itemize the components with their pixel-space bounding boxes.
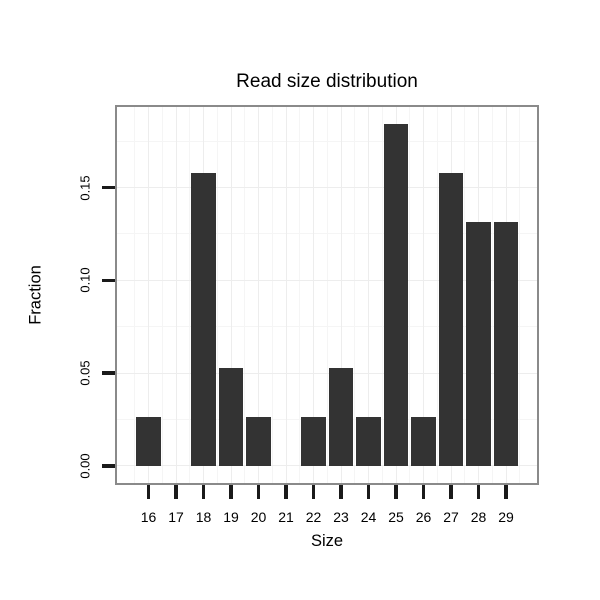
- x-tick-label: 25: [388, 509, 404, 525]
- grid-h-major: [117, 465, 537, 467]
- x-tick-label: 21: [278, 509, 294, 525]
- x-tick: [421, 485, 426, 499]
- chart-title: Read size distribution: [236, 71, 418, 92]
- x-tick: [174, 485, 178, 499]
- grid-h-minor: [117, 140, 537, 142]
- grid-v-minor: [134, 107, 136, 483]
- bars-layer: [117, 107, 537, 483]
- x-tick: [256, 485, 261, 499]
- x-tick: [476, 485, 481, 499]
- y-tick-label: 0.00: [77, 453, 93, 479]
- y-tick-label: 0.10: [77, 267, 93, 293]
- grid-v-minor: [216, 107, 218, 483]
- x-tick-label: 18: [195, 509, 212, 525]
- y-tick-label: 0.15: [77, 174, 93, 201]
- bar: [438, 172, 464, 466]
- grid-v-major: [340, 107, 342, 483]
- x-tick-label: 16: [140, 509, 157, 525]
- grid-v-minor: [381, 107, 383, 483]
- x-tick: [339, 485, 343, 499]
- y-tick: [102, 371, 115, 375]
- bar: [328, 368, 354, 466]
- plot-panel: [115, 105, 539, 485]
- x-tick-label: 23: [333, 509, 349, 525]
- x-tick: [311, 485, 316, 499]
- x-tick: [146, 485, 151, 499]
- grid-v-minor: [409, 107, 411, 483]
- y-tick: [102, 278, 115, 283]
- bar: [466, 221, 491, 466]
- grid-v-major: [423, 107, 424, 483]
- y-tick: [102, 185, 115, 190]
- grid-v-major: [175, 107, 177, 483]
- grid-h-minor: [117, 419, 537, 421]
- grid-v-major: [230, 107, 232, 483]
- bar: [136, 417, 161, 466]
- x-tick: [394, 485, 398, 499]
- x-tick: [229, 485, 233, 499]
- x-tick-label: 19: [223, 509, 239, 525]
- x-tick-label: 17: [168, 509, 184, 525]
- x-tick: [366, 485, 371, 499]
- y-axis-title: Fraction: [26, 265, 45, 325]
- x-tick: [284, 485, 288, 499]
- bar: [411, 417, 436, 466]
- x-tick-label: 28: [470, 509, 487, 525]
- grid-v-major: [368, 107, 369, 483]
- x-tick-label: 24: [360, 509, 377, 525]
- grid-v-minor: [271, 107, 273, 483]
- bar: [246, 417, 271, 466]
- bar: [301, 417, 326, 466]
- grid-v-major: [258, 107, 259, 483]
- bar: [383, 124, 409, 466]
- grid-v-major: [285, 107, 287, 483]
- x-tick-label: 26: [415, 509, 432, 525]
- grid-h-major: [117, 187, 537, 189]
- bar: [493, 221, 519, 466]
- grid-v-minor: [244, 107, 246, 483]
- grid-v-major: [313, 107, 314, 483]
- grid-v-minor: [354, 107, 356, 483]
- grid-h-major: [117, 279, 537, 281]
- x-tick: [201, 485, 206, 499]
- y-tick: [102, 464, 115, 468]
- x-tick-label: 22: [305, 509, 322, 525]
- grid-v-minor: [519, 107, 521, 483]
- grid-v-minor: [491, 107, 493, 483]
- x-axis-title: Size: [310, 532, 344, 550]
- bar: [218, 368, 244, 466]
- x-tick-label: 27: [443, 509, 459, 525]
- y-tick-label: 0.05: [77, 360, 93, 386]
- grid-v-minor: [326, 107, 328, 483]
- grid-v-major: [148, 107, 149, 483]
- bar: [356, 417, 381, 466]
- grid-h-major: [117, 372, 537, 374]
- grid-v-minor: [436, 107, 438, 483]
- grid-v-minor: [299, 107, 301, 483]
- grid-v-minor: [464, 107, 466, 483]
- grid-h-minor: [117, 326, 537, 328]
- x-tick: [449, 485, 453, 499]
- x-tick: [504, 485, 508, 499]
- grid-h-minor: [117, 233, 537, 235]
- grid-v-minor: [189, 107, 191, 483]
- x-tick-label: 20: [250, 509, 267, 525]
- bar: [191, 172, 216, 466]
- grid-v-minor: [161, 107, 163, 483]
- gridlines-minor: [117, 107, 537, 483]
- x-tick-label: 29: [498, 509, 514, 525]
